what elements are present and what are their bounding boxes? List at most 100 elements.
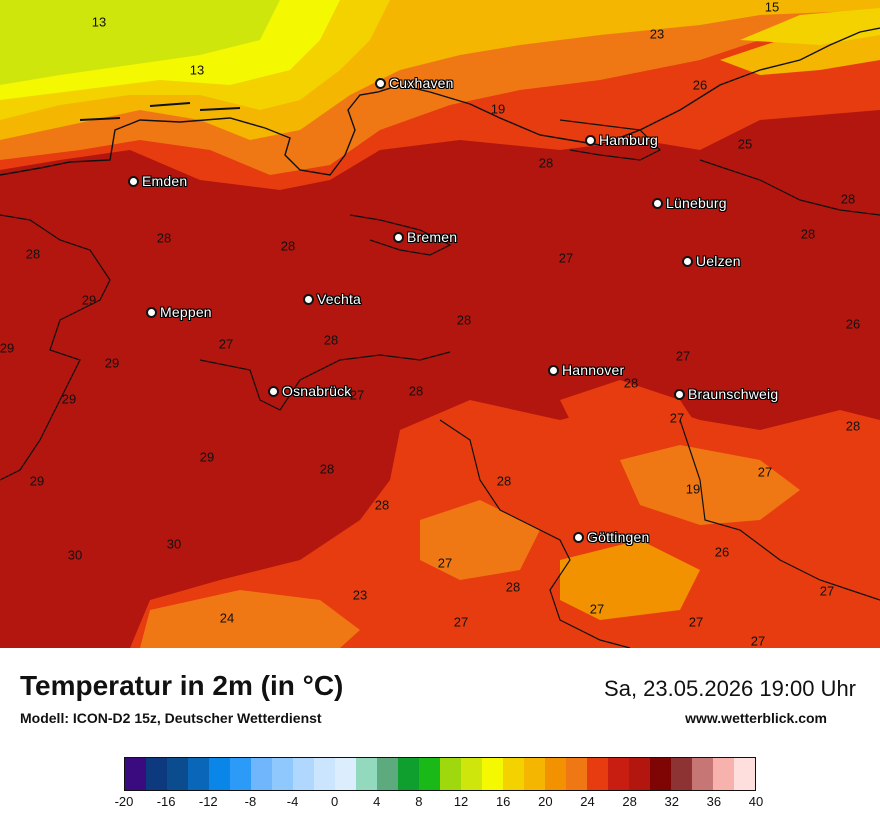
color-scale-segment [608,758,629,790]
temperature-value-label: 28 [496,473,512,489]
temperature-map: Cuxhaven Hamburg Emden Lüneburg Bremen Uelzen… [0,0,880,648]
color-scale-segment [692,758,713,790]
temperature-value-label: 27 [349,387,365,403]
temperature-value-label: 19 [685,481,701,497]
color-scale [124,757,756,791]
temperature-value-label: 27 [669,410,685,426]
color-scale-segment [209,758,230,790]
temperature-value-label: 26 [845,316,861,332]
temperature-value-label: 28 [374,497,390,513]
color-scale-ticks: -20 -16 -12 -8 -4 0 4 8 12 16 20 24 28 32 36 40 [115,794,764,814]
temperature-value-label: 29 [199,449,215,465]
temperature-value-label: 27 [589,601,605,617]
temperature-value-label: 27 [453,614,469,630]
temperature-value-label: 28 [25,246,41,262]
color-scale-tick-label: 16 [495,794,511,809]
color-scale-tick-label: 20 [538,794,553,809]
city-marker-emden: Emden [128,173,187,189]
color-scale-tick-label: -12 [198,794,218,809]
color-scale-tick-label: 24 [580,794,595,809]
city-name: Emden [142,173,188,189]
color-scale-tick-label: -20 [114,794,134,809]
city-dot [674,388,685,400]
border-bremen [349,214,452,256]
city-dot [652,197,663,209]
color-scale-segment [545,758,566,790]
color-scale-segment [419,758,440,790]
color-scale-tick-label: -16 [156,794,176,809]
temperature-value-label: 28 [408,383,424,399]
temperature-value-label: 28 [456,312,472,328]
zone-yellow-ne2 [740,8,880,45]
temperature-value-label: 19 [490,101,506,117]
temperature-value-label: 28 [319,461,335,477]
temperature-value-label: 29 [104,355,120,371]
temperature-value-label: 27 [437,555,453,571]
model-info: Modell: ICON-D2 15z, Deutscher Wetterdie… [20,710,322,726]
city-name: Hamburg [599,132,658,148]
border-east [679,419,880,601]
city-name: Bremen [407,229,458,245]
temperature-value-label: 26 [692,77,708,93]
color-scale-segment [146,758,167,790]
color-scale-segment [482,758,503,790]
temperature-value-label: 29 [0,340,15,356]
city-dot [548,364,559,376]
color-scale-tick-label: 40 [748,794,764,809]
temperature-value-label: 27 [819,583,835,599]
color-scale-tick-label: 4 [373,794,381,809]
city-dot [585,134,596,146]
temperature-value-label: 23 [352,587,368,603]
color-scale-segment [251,758,272,790]
temperature-value-label: 30 [67,547,83,563]
color-scale-tick-label: 36 [706,794,722,809]
temperature-value-label: 13 [189,62,205,78]
zone-orange-weser [420,500,540,580]
website-link[interactable]: www.wetterblick.com [685,710,827,726]
color-scale-tick-label: -4 [286,794,299,809]
city-name: Hannover [562,362,625,378]
city-marker-cuxhaven: Cuxhaven [375,75,454,91]
city-dot [573,531,584,543]
temperature-value-label: 28 [840,191,856,207]
temperature-value-label: 27 [675,348,691,364]
color-scale-segment [230,758,251,790]
temperature-value-label: 23 [649,26,665,42]
temperature-value-label: 28 [800,226,816,242]
border-mv [699,159,880,216]
color-scale-segment [293,758,314,790]
temperature-value-label: 29 [61,391,77,407]
coastline [0,84,601,176]
city-marker-uelzen: Uelzen [682,253,741,269]
color-scale-segment [734,758,755,790]
temperature-value-label: 25 [737,136,753,152]
color-scale-tick-label: 8 [415,794,423,809]
color-scale-segment [587,758,608,790]
color-scale-segment [461,758,482,790]
temperature-value-label: 28 [156,230,172,246]
temperature-value-label: 28 [845,418,861,434]
city-marker-braunschweig: Braunschweig [674,386,778,402]
border-nl [0,214,111,481]
temperature-value-label: 27 [218,336,234,352]
color-scale-segment [188,758,209,790]
color-scale-tick-label: 0 [331,794,339,809]
city-marker-hamburg: Hamburg [585,132,658,148]
city-marker-meppen: Meppen [146,304,212,320]
map-footer: Temperatur in 2m (in °C) Modell: ICON-D2… [0,648,880,830]
color-scale-segment [377,758,398,790]
city-name: Cuxhaven [389,75,454,91]
temperature-value-label: 28 [538,155,554,171]
color-scale-segment [503,758,524,790]
city-marker-lüneburg: Lüneburg [652,195,727,211]
city-dot [303,293,314,305]
temperature-value-label: 28 [280,238,296,254]
color-scale-segment [314,758,335,790]
city-dot [393,231,404,243]
forecast-datetime: Sa, 23.05.2026 19:00 Uhr [604,676,856,701]
city-name: Lüneburg [666,195,727,211]
color-scale-segment [713,758,734,790]
color-scale-tick-label: 32 [664,794,679,809]
city-marker-bremen: Bremen [393,229,457,245]
border-hessen [439,419,631,648]
